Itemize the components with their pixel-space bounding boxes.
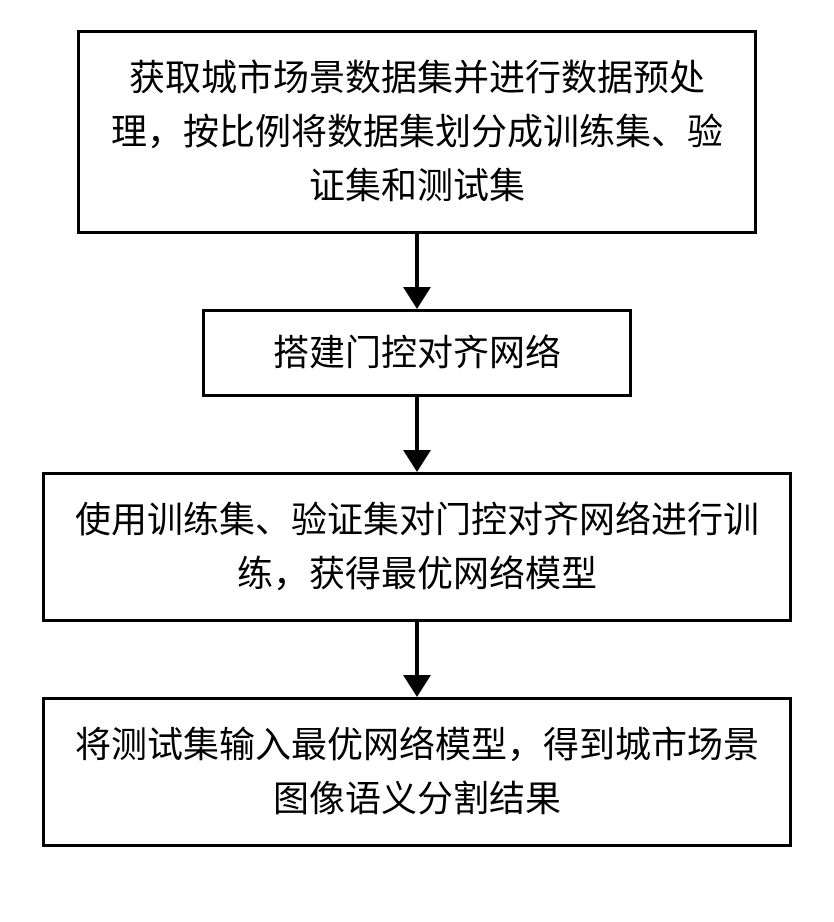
arrow-2-3 [403, 397, 431, 472]
step-3-text: 使用训练集、验证集对门控对齐网络进行训练，获得最优网络模型 [69, 493, 765, 601]
step-1-text: 获取城市场景数据集并进行数据预处理，按比例将数据集划分成训练集、验证集和测试集 [104, 51, 730, 213]
step-4-text: 将测试集输入最优网络模型，得到城市场景图像语义分割结果 [69, 718, 765, 826]
flowchart-step-4: 将测试集输入最优网络模型，得到城市场景图像语义分割结果 [42, 697, 792, 847]
arrow-head-icon [403, 450, 431, 472]
arrow-line [415, 397, 419, 450]
arrow-3-4 [403, 622, 431, 697]
arrow-head-icon [403, 675, 431, 697]
flowchart-step-1: 获取城市场景数据集并进行数据预处理，按比例将数据集划分成训练集、验证集和测试集 [77, 30, 757, 234]
arrow-head-icon [403, 287, 431, 309]
arrow-1-2 [403, 234, 431, 309]
arrow-line [415, 234, 419, 287]
arrow-line [415, 622, 419, 675]
flowchart-step-3: 使用训练集、验证集对门控对齐网络进行训练，获得最优网络模型 [42, 472, 792, 622]
step-2-text: 搭建门控对齐网络 [273, 326, 561, 380]
flowchart-container: 获取城市场景数据集并进行数据预处理，按比例将数据集划分成训练集、验证集和测试集 … [42, 30, 792, 847]
flowchart-step-2: 搭建门控对齐网络 [202, 309, 632, 397]
